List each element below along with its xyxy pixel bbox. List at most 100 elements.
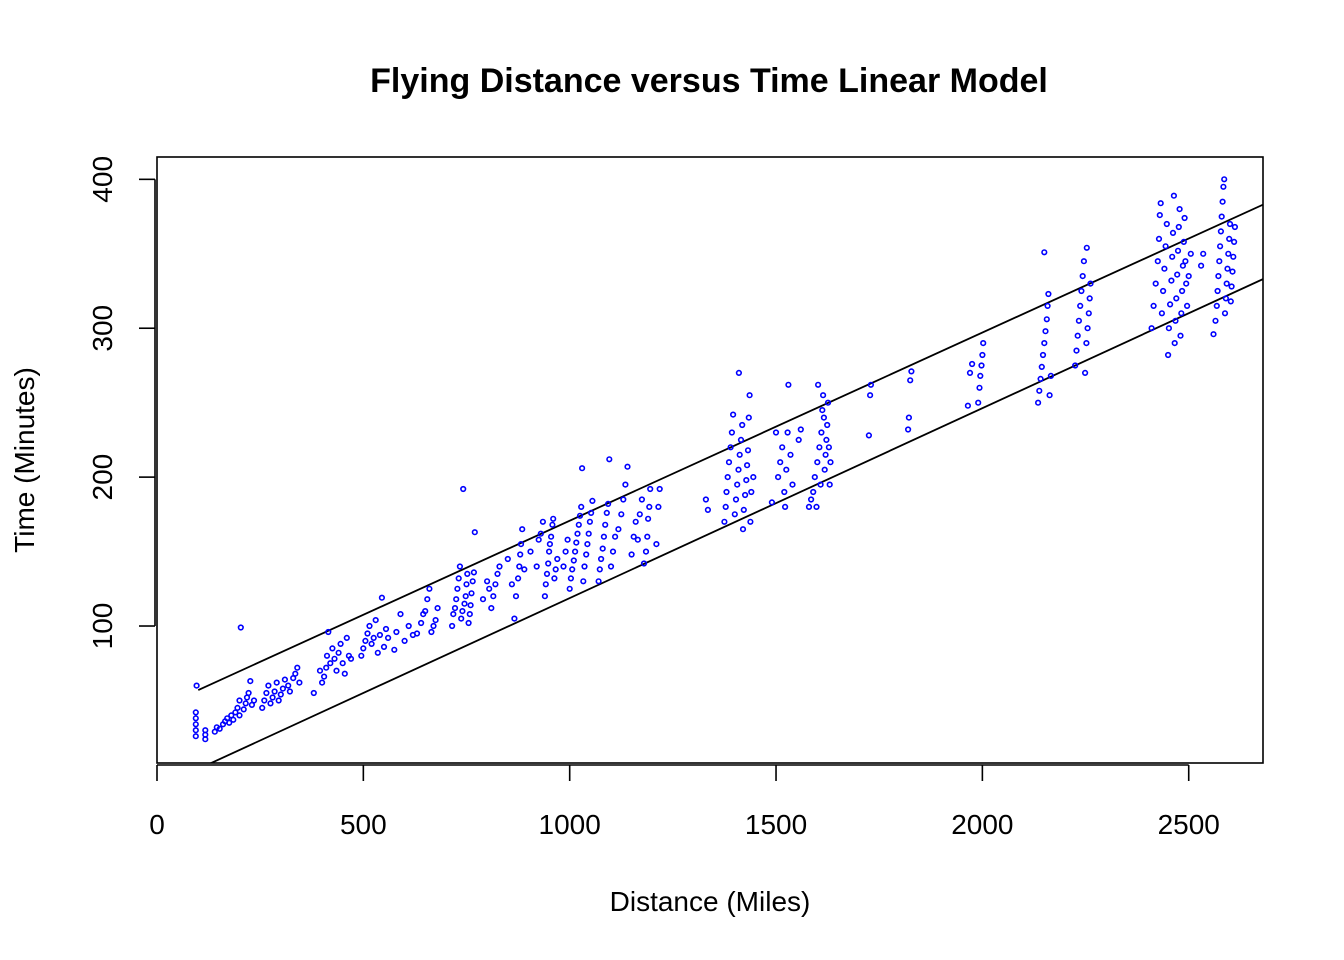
data-point <box>517 540 525 548</box>
data-point <box>327 660 334 667</box>
data-point <box>640 560 648 567</box>
data-point <box>391 646 398 653</box>
data-point <box>597 555 605 563</box>
data-point <box>517 551 524 558</box>
data-point <box>1197 262 1205 269</box>
data-point <box>1169 253 1176 260</box>
data-point <box>1163 220 1170 228</box>
data-point <box>451 604 459 612</box>
data-point <box>453 596 460 603</box>
data-point <box>805 503 813 511</box>
data-point <box>286 688 294 695</box>
data-point <box>1172 317 1179 324</box>
data-point <box>980 340 987 347</box>
data-point <box>467 602 474 609</box>
data-point <box>470 569 478 576</box>
data-point <box>822 451 829 458</box>
data-point <box>333 667 340 674</box>
data-point <box>586 518 594 525</box>
data-point <box>1083 244 1090 251</box>
data-point <box>824 399 832 406</box>
data-point <box>571 548 579 555</box>
data-point <box>378 594 386 601</box>
data-point <box>1072 362 1079 369</box>
data-point <box>1034 399 1042 406</box>
data-point <box>1217 228 1224 235</box>
data-point <box>277 691 284 698</box>
data-point <box>1230 253 1237 260</box>
data-points <box>192 176 1238 743</box>
data-point <box>743 462 751 469</box>
data-point <box>550 515 557 522</box>
data-point <box>1077 302 1084 310</box>
data-point <box>1230 238 1238 245</box>
data-point <box>1073 347 1080 354</box>
data-point <box>464 570 471 578</box>
data-point <box>372 616 379 624</box>
data-point <box>907 377 914 384</box>
data-point <box>1225 250 1232 257</box>
data-point <box>578 503 585 511</box>
data-point <box>578 465 586 472</box>
data-point <box>449 622 456 630</box>
data-point <box>1228 283 1235 290</box>
data-point <box>432 616 439 624</box>
data-point <box>728 429 736 436</box>
data-point <box>560 563 567 570</box>
data-point <box>567 575 575 582</box>
data-point <box>319 679 326 686</box>
data-point <box>647 485 654 493</box>
data-point <box>1214 287 1221 295</box>
data-point <box>1221 310 1229 317</box>
data-point <box>603 509 610 517</box>
data-point <box>527 548 534 555</box>
data-point <box>362 637 369 645</box>
data-point <box>1154 258 1161 265</box>
data-point <box>541 593 549 600</box>
data-point <box>364 630 371 637</box>
data-point <box>488 604 495 612</box>
data-point <box>368 640 375 648</box>
data-point <box>1178 310 1185 317</box>
data-point <box>193 682 200 689</box>
data-point <box>781 503 789 511</box>
data-point <box>655 503 662 511</box>
data-point <box>589 497 596 505</box>
data-point <box>537 530 544 537</box>
data-point <box>323 664 330 671</box>
data-point <box>599 545 606 552</box>
data-point <box>508 581 516 588</box>
data-point <box>816 444 823 451</box>
data-point <box>462 593 469 600</box>
data-point <box>1150 302 1157 310</box>
data-point <box>554 555 561 563</box>
x-tick-label: 500 <box>340 809 387 840</box>
data-point <box>819 392 827 399</box>
data-point <box>725 459 733 466</box>
data-point <box>296 679 303 686</box>
data-point <box>1162 243 1169 250</box>
data-point <box>250 697 258 704</box>
data-point <box>1216 258 1223 265</box>
data-point <box>584 540 591 548</box>
data-point <box>456 563 464 570</box>
data-point <box>570 557 577 564</box>
data-point <box>1227 298 1234 305</box>
data-point <box>192 733 199 740</box>
data-point <box>343 634 350 642</box>
data-point <box>294 664 301 671</box>
data-point <box>978 362 985 369</box>
data-point <box>1036 387 1043 394</box>
data-point <box>1157 200 1164 207</box>
data-point <box>564 536 571 543</box>
data-point <box>1178 287 1186 295</box>
data-point <box>1174 271 1181 278</box>
data-point <box>819 407 826 414</box>
data-point <box>746 392 753 399</box>
data-point <box>323 652 331 659</box>
data-point <box>471 529 478 536</box>
data-point <box>600 533 608 540</box>
data-point <box>321 673 328 680</box>
data-point <box>583 551 590 558</box>
data-point <box>744 447 752 454</box>
